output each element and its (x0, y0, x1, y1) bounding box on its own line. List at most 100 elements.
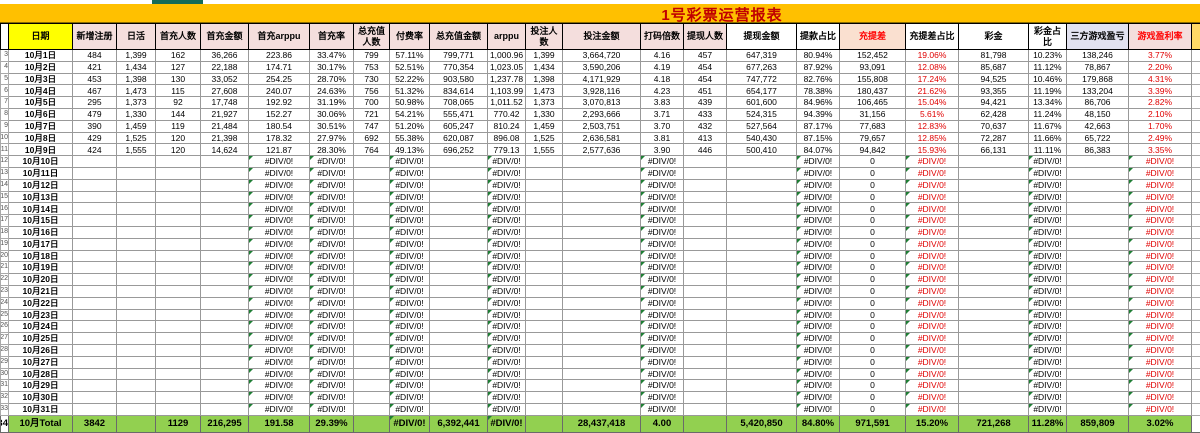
date-cell[interactable]: 10月26日 (8, 343, 73, 357)
cell[interactable]: 11.28% (1028, 414, 1067, 433)
cell[interactable]: 5,420,850 (726, 414, 797, 433)
column-header-18[interactable]: 充提差占比 (905, 23, 959, 50)
cell[interactable]: #DIV/0! (248, 402, 310, 416)
cell[interactable] (1066, 225, 1129, 239)
cell[interactable]: #DIV/0! (1028, 190, 1067, 204)
cell[interactable]: 4.00 (640, 414, 684, 433)
cell[interactable]: #DIV/0! (1028, 320, 1067, 334)
cell[interactable]: #DIV/0! (248, 320, 310, 334)
cell[interactable]: #DIV/0! (309, 308, 354, 322)
cell[interactable]: 500,410 (726, 143, 797, 157)
cell[interactable] (353, 214, 390, 227)
cell[interactable]: #DIV/0! (796, 273, 840, 286)
cell[interactable] (353, 249, 390, 263)
cell[interactable] (525, 249, 563, 263)
cell[interactable]: 620,087 (429, 131, 488, 145)
cell[interactable] (683, 367, 727, 381)
cell[interactable] (429, 214, 488, 227)
cell[interactable] (200, 343, 249, 357)
cell[interactable]: #DIV/0! (487, 249, 526, 263)
cell[interactable]: 0 (839, 190, 906, 204)
cell[interactable]: 3,664,720 (562, 49, 641, 62)
cell[interactable]: 15.04% (905, 96, 959, 109)
cell[interactable] (200, 190, 249, 204)
cell[interactable]: #DIV/0! (389, 190, 430, 204)
cell[interactable] (353, 237, 390, 251)
cell[interactable]: 454 (683, 72, 727, 86)
cell[interactable]: 433 (683, 107, 727, 121)
cell[interactable] (562, 237, 641, 251)
cell[interactable]: 10.23% (1028, 49, 1067, 62)
column-header-1[interactable]: 新增注册 (72, 23, 117, 50)
cell[interactable]: #DIV/0! (487, 320, 526, 334)
column-header-16[interactable]: 提款占比 (796, 23, 840, 50)
cell[interactable]: 223.86 (248, 49, 310, 62)
cell[interactable]: 2.82% (1128, 96, 1192, 109)
cell[interactable]: #DIV/0! (1128, 284, 1192, 298)
cell[interactable]: #DIV/0! (309, 320, 354, 334)
date-cell[interactable]: 10月Total (8, 414, 73, 433)
cell[interactable] (72, 402, 117, 416)
cell[interactable]: 28.70% (309, 72, 354, 86)
cell[interactable] (429, 166, 488, 180)
cell[interactable]: 42,663 (1066, 119, 1129, 133)
cell[interactable] (429, 261, 488, 275)
row-number[interactable]: 5 (0, 72, 9, 86)
cell[interactable] (429, 225, 488, 239)
cell[interactable]: #DIV/0! (487, 284, 526, 298)
cell[interactable]: #DIV/0! (1028, 355, 1067, 369)
cell[interactable]: 84.96% (796, 96, 840, 109)
cell[interactable] (353, 414, 390, 433)
cell[interactable]: #DIV/0! (1128, 332, 1192, 345)
cell[interactable] (116, 355, 156, 369)
cell[interactable]: 94.39% (796, 107, 840, 121)
column-header-19[interactable]: 彩金 (958, 23, 1029, 50)
cell[interactable]: 3,928,116 (562, 84, 641, 98)
cell[interactable]: #DIV/0! (905, 284, 959, 298)
cell[interactable]: 51.20% (389, 119, 430, 133)
cell[interactable]: 4,171,929 (562, 72, 641, 86)
cell[interactable]: 484 (72, 49, 117, 62)
cell[interactable] (353, 202, 390, 216)
cell[interactable] (429, 190, 488, 204)
cell[interactable] (683, 214, 727, 227)
cell[interactable]: 30.17% (309, 60, 354, 74)
cell[interactable] (72, 178, 117, 192)
cell[interactable] (525, 367, 563, 381)
cell[interactable] (200, 379, 249, 393)
cell[interactable]: #DIV/0! (389, 355, 430, 369)
cell[interactable] (562, 284, 641, 298)
cell[interactable]: #DIV/0! (309, 355, 354, 369)
cell[interactable] (562, 155, 641, 168)
cell[interactable]: 54.21% (389, 107, 430, 121)
cell[interactable] (726, 214, 797, 227)
date-cell[interactable]: 10月17日 (8, 237, 73, 251)
cell[interactable]: 0 (839, 379, 906, 393)
cell[interactable] (958, 166, 1029, 180)
cell[interactable]: 770.42 (487, 107, 526, 121)
cell[interactable]: 77,683 (839, 119, 906, 133)
cell[interactable]: 756 (353, 84, 390, 98)
cell[interactable]: 1,237.78 (487, 72, 526, 86)
cell[interactable]: #DIV/0! (487, 155, 526, 168)
cell[interactable]: 3842 (72, 414, 117, 433)
cell[interactable]: 1,103.99 (487, 84, 526, 98)
cell[interactable]: 52.22% (389, 72, 430, 86)
cell[interactable] (155, 237, 201, 251)
cell[interactable]: 524,315 (726, 107, 797, 121)
cell[interactable]: 0 (839, 308, 906, 322)
cell[interactable] (562, 202, 641, 216)
cell[interactable] (525, 414, 563, 433)
cell[interactable]: 80.94% (796, 49, 840, 62)
cell[interactable]: 1,398 (525, 72, 563, 86)
cell[interactable]: 0 (839, 202, 906, 216)
cell[interactable] (1066, 273, 1129, 286)
cell[interactable] (562, 402, 641, 416)
cell[interactable]: 87.17% (796, 119, 840, 133)
cell[interactable] (1066, 155, 1129, 168)
cell[interactable]: 770,354 (429, 60, 488, 74)
cell[interactable] (429, 249, 488, 263)
cell[interactable]: 121.87 (248, 143, 310, 157)
cell[interactable] (353, 308, 390, 322)
cell[interactable]: 730 (353, 72, 390, 86)
